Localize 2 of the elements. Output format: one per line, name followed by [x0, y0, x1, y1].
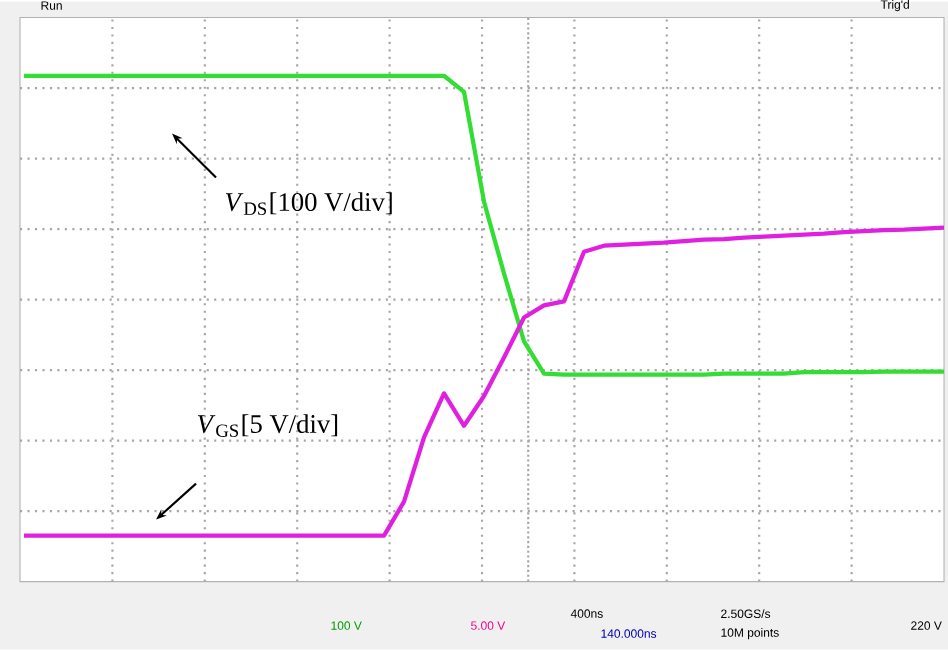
- annotation: V$_{DS}$[100 V/div]: [225, 192, 392, 216]
- annotation: V$_{GS}$[5 V/div]: [197, 414, 338, 438]
